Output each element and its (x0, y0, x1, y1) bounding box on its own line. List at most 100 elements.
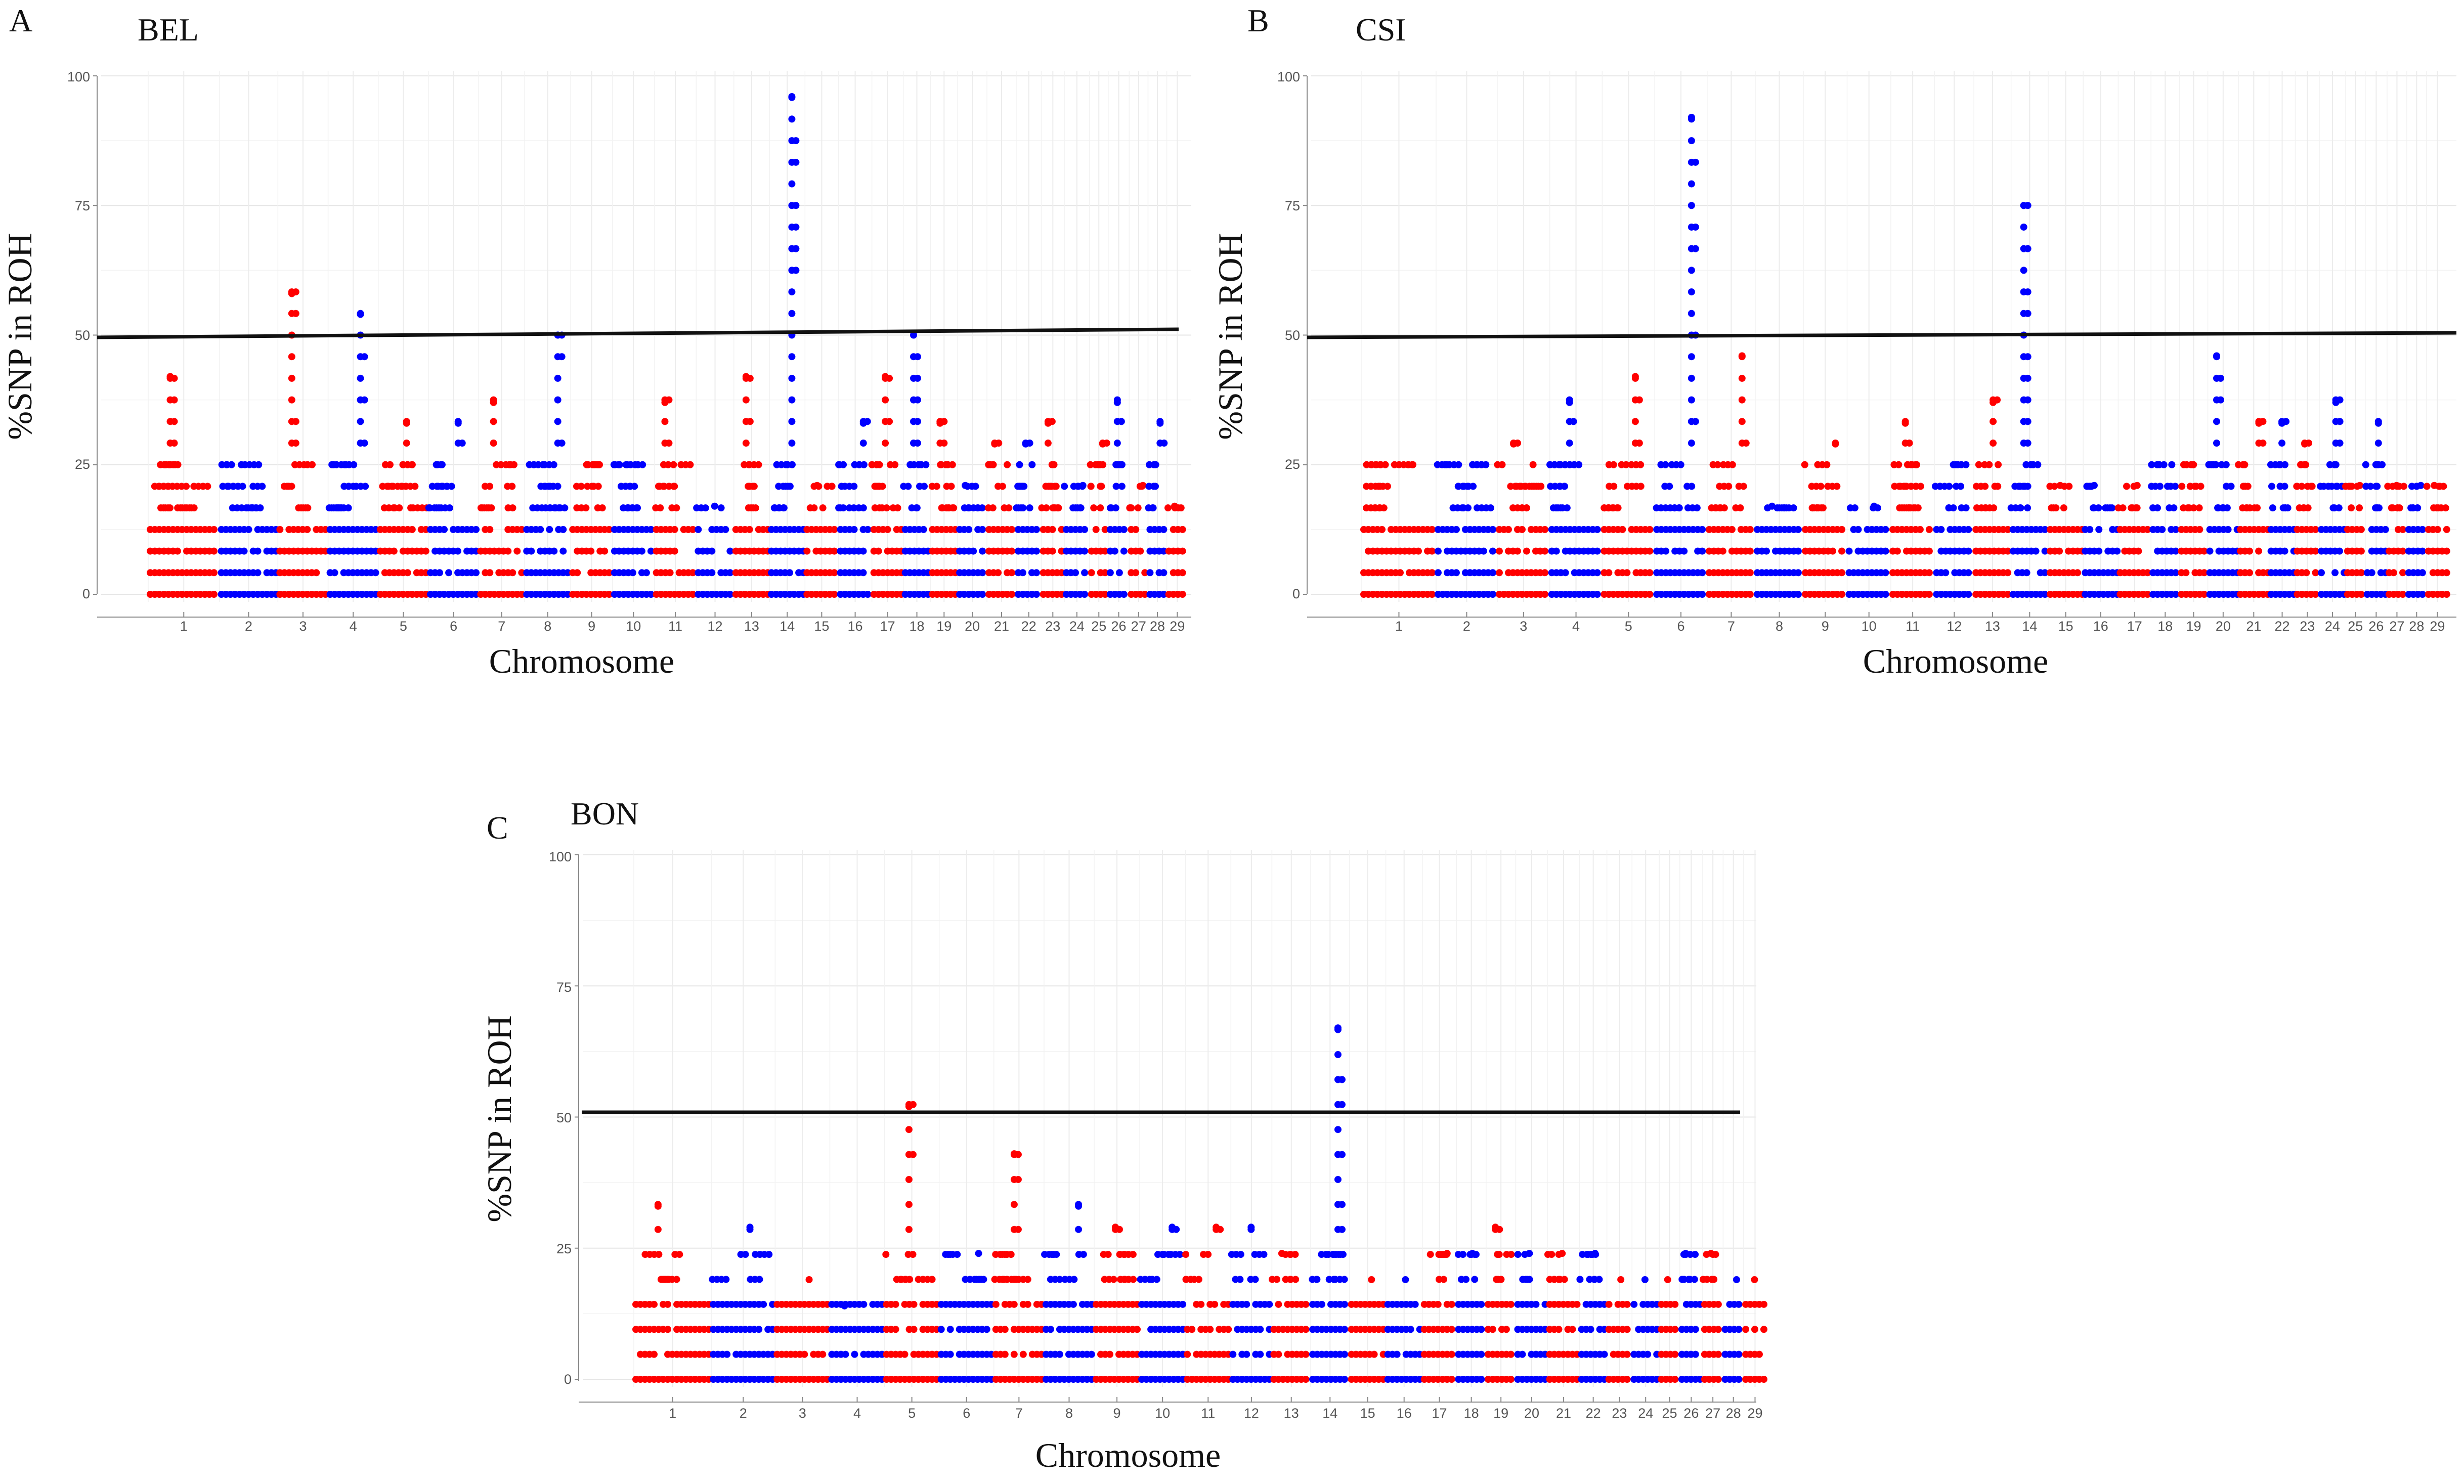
snp-point (1019, 569, 1026, 577)
chromosome-13-points (1269, 1250, 1310, 1383)
x-tick-label: 3 (799, 1406, 806, 1421)
snp-point (2399, 526, 2406, 533)
snp-point (722, 1276, 730, 1283)
snp-point (1742, 440, 1750, 447)
snp-point (2418, 547, 2426, 555)
snp-point (1117, 418, 1125, 425)
snp-point (2156, 483, 2164, 490)
snp-point (288, 374, 295, 382)
snp-point (788, 115, 796, 123)
snp-point (458, 440, 466, 447)
snp-point (2004, 569, 2012, 577)
snp-peak-point (1707, 1250, 1715, 1257)
snp-point (546, 526, 553, 533)
snp-point (1141, 591, 1149, 598)
x-axis: 1 2 3 4 5 6 7 8 9 10 11 12 13 14 15 16 17 18 19 20 21 22 23 24 2… (180, 612, 1185, 634)
snp-point (2200, 569, 2208, 577)
x-tick-label: 29 (1170, 619, 1185, 634)
x-tick-label: 9 (1113, 1406, 1121, 1421)
snp-point (313, 569, 320, 577)
snp-point (1164, 504, 1172, 512)
snp-point (1497, 1276, 1505, 1283)
snp-point (2095, 526, 2103, 533)
y-tick-label: 100 (549, 849, 572, 864)
snp-point (671, 526, 678, 533)
snp-point (1206, 1326, 1214, 1333)
snp-point (1541, 569, 1548, 577)
snp-point (671, 547, 678, 555)
snp-point (655, 1251, 663, 1258)
snp-point (2095, 547, 2103, 555)
snp-point (1043, 504, 1050, 512)
x-tick-label: 8 (1065, 1406, 1073, 1421)
panel-letter: A (9, 3, 32, 38)
snp-point (1141, 569, 1149, 577)
snp-point (1380, 504, 1388, 512)
snp-point (1838, 591, 1846, 598)
snp-point (1537, 483, 1545, 490)
panel-title: CSI (1356, 12, 1406, 48)
snp-point (2357, 569, 2365, 577)
snp-point (1900, 483, 1908, 490)
snp-point (1397, 569, 1404, 577)
x-tick-label: 28 (2409, 619, 2424, 634)
snp-point (933, 483, 940, 490)
x-tick-label: 26 (1111, 619, 1127, 634)
snp-point (1017, 504, 1025, 512)
snp-point (1044, 440, 1052, 447)
snp-point (2170, 504, 2178, 512)
snp-peak-point (1408, 461, 1416, 468)
snp-point (1735, 1326, 1743, 1333)
snp-point (2357, 591, 2365, 598)
snp-point (445, 569, 453, 577)
snp-point (1338, 1201, 1346, 1208)
snp-point (1762, 547, 1770, 555)
chromosome-27-points (1699, 1250, 1722, 1383)
snp-point (1112, 483, 1120, 490)
snp-point (954, 1251, 961, 1258)
y-tick-label: 50 (1285, 328, 1300, 343)
snp-point (1569, 1326, 1576, 1333)
snp-point (210, 569, 218, 577)
snp-point (1076, 504, 1084, 512)
snp-point (1688, 137, 1695, 145)
snp-point (490, 418, 497, 425)
snp-point (1092, 526, 1100, 533)
snp-peak-point (2417, 482, 2425, 489)
snp-point (1443, 461, 1450, 468)
x-tick-label: 8 (1776, 619, 1783, 634)
snp-point (1429, 569, 1436, 577)
snp-point (906, 461, 914, 468)
x-tick-label: 25 (2348, 619, 2363, 634)
y-tick-label: 25 (75, 457, 90, 472)
snp-point (1121, 1276, 1129, 1283)
snp-point (1504, 526, 1512, 533)
snp-point (742, 440, 750, 447)
snp-point (1693, 504, 1701, 512)
snp-point (1962, 504, 1970, 512)
snp-point (1703, 1276, 1711, 1283)
chromosome-10-points (1845, 502, 1889, 598)
snp-point (1623, 1326, 1631, 1333)
snp-point (882, 396, 889, 404)
snp-point (1032, 569, 1040, 577)
snp-point (436, 569, 444, 577)
snp-peak-point (746, 1224, 754, 1231)
snp-point (939, 504, 946, 512)
x-tick-label: 2 (740, 1406, 747, 1421)
y-tick-label: 100 (1277, 69, 1300, 84)
x-tick-label: 10 (1155, 1406, 1170, 1421)
snp-point (624, 504, 632, 512)
chromosome-20-points (956, 482, 986, 598)
snp-point (1478, 461, 1486, 468)
snp-point (486, 526, 494, 533)
snp-point (651, 1350, 658, 1358)
snp-peak-point (1334, 1024, 1342, 1032)
snp-point (334, 504, 342, 512)
snp-point (1047, 1326, 1054, 1333)
snp-point (448, 483, 455, 490)
snp-point (661, 418, 669, 425)
snp-peak-point (1832, 440, 1839, 448)
snp-point (788, 374, 796, 382)
chromosome-29-points (1164, 502, 1186, 598)
